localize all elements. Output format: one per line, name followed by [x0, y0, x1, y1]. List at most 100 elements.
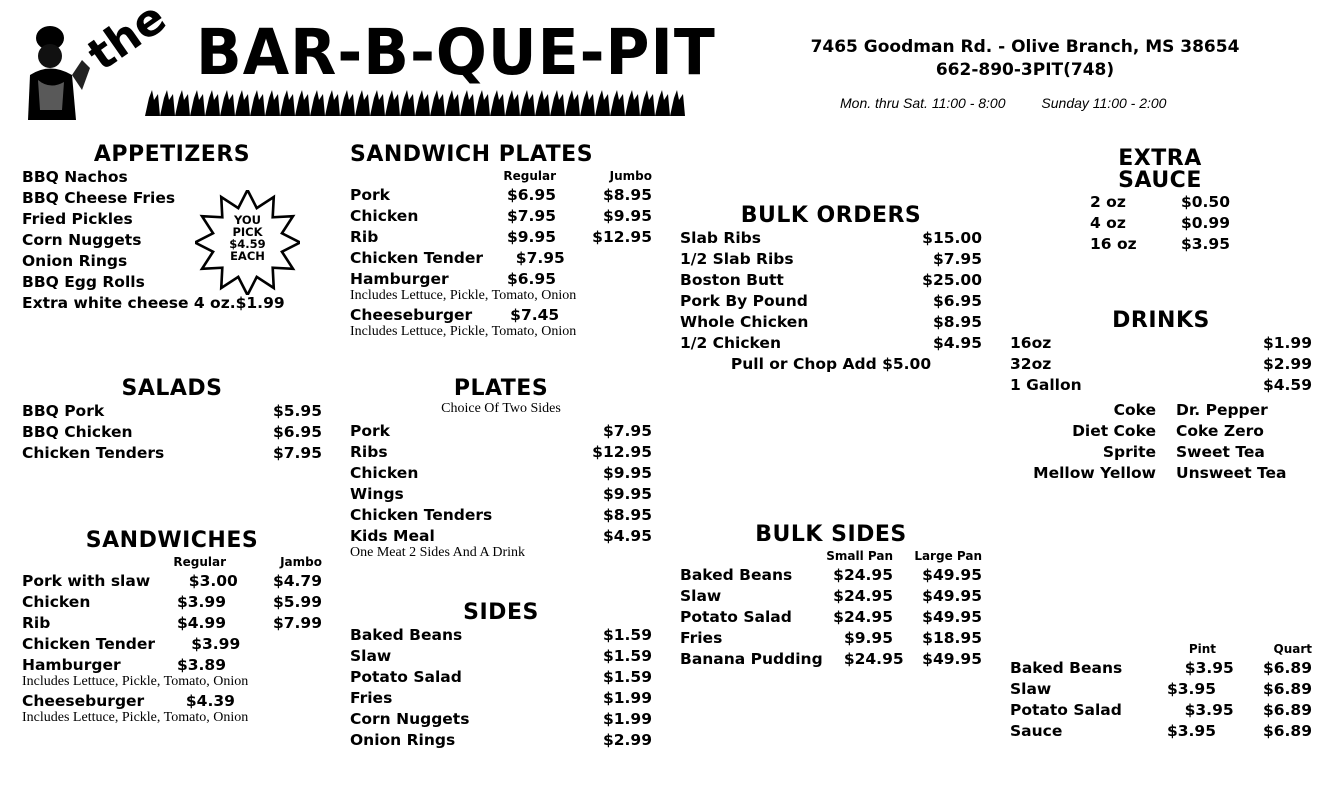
item-name: Potato Salad	[350, 668, 462, 686]
menu-item: Onion Rings $2.99	[350, 730, 652, 751]
item-price	[565, 248, 652, 269]
flavor-name: Mellow Yellow	[1033, 464, 1156, 482]
item-name: Rib	[350, 228, 379, 246]
item-price: $24.95	[833, 608, 893, 626]
item-price: $3.89	[176, 656, 226, 674]
item-price: $1.99	[235, 294, 285, 312]
column-headers: Pint Quart	[1010, 640, 1312, 658]
starburst-line: YOU	[233, 213, 262, 227]
section-title: EXTRA SAUCE	[1118, 146, 1202, 193]
item-price: $6.89	[1262, 722, 1312, 740]
menu-item: 16 oz $3.95	[1090, 234, 1230, 255]
item-name: BBQ Nachos	[22, 168, 128, 186]
starburst-text: YOU PICK $4.59 EACH	[195, 214, 300, 262]
item-price: $6.95	[506, 186, 556, 204]
item-name: Slaw	[1010, 680, 1052, 698]
starburst-line: PICK	[232, 225, 263, 239]
starburst-line: $4.59	[229, 237, 266, 251]
item-price: $6.95	[506, 270, 556, 288]
item-name: Ribs	[350, 443, 388, 461]
item-name: Slaw	[680, 587, 722, 605]
column-headers: Regular Jumbo	[350, 167, 652, 185]
flavor-name: Coke	[1113, 401, 1156, 419]
menu-item: Banana Pudding $24.95 $49.95	[680, 649, 982, 670]
item-name: BBQ Pork	[22, 402, 105, 420]
item-name: Boston Butt	[680, 271, 784, 289]
item-name: Rib	[22, 614, 51, 632]
menu-item: Fries $9.95 $18.95	[680, 628, 982, 649]
item-name: Onion Rings	[350, 731, 456, 749]
item-name: Chicken Tenders	[350, 506, 493, 524]
starburst-badge	[195, 190, 300, 295]
menu-item: Extra white cheese 4 oz. $1.99	[22, 293, 285, 314]
menu-item: Cheeseburger $7.45	[350, 305, 652, 326]
item-name: 4 oz	[1090, 214, 1126, 232]
item-name: Banana Pudding	[680, 650, 823, 668]
column-headers: Small Pan Large Pan	[680, 547, 982, 565]
menu-item: Pork with slaw $3.00 $4.79	[22, 571, 322, 592]
menu-item: Whole Chicken $8.95	[680, 312, 982, 333]
address-block: 7465 Goodman Rd. - Olive Branch, MS 3865…	[790, 36, 1260, 82]
menu-item: Corn Nuggets $1.99	[350, 709, 652, 730]
item-name: Pork By Pound	[680, 292, 808, 310]
item-price: $5.99	[272, 593, 322, 611]
menu-item: Ribs $12.95	[350, 442, 652, 463]
item-name: 1/2 Chicken	[680, 334, 781, 352]
item-price: $4.99	[176, 614, 226, 632]
menu-item: 4 oz $0.99	[1090, 213, 1230, 234]
item-name: Fried Pickles	[22, 210, 133, 228]
menu-item: BBQ Chicken $6.95	[22, 422, 322, 443]
item-price: $4.59	[1262, 376, 1312, 394]
section-title: APPETIZERS	[93, 142, 251, 167]
item-price: $24.95	[843, 650, 904, 668]
section-subtitle: Choice Of Two Sides	[441, 401, 561, 416]
item-name: Slab Ribs	[680, 229, 761, 247]
menu-item: 2 oz $0.50	[1090, 192, 1230, 213]
menu-item: Rib $9.95 $12.95	[350, 227, 652, 248]
item-price: $3.99	[176, 593, 226, 611]
item-price: $7.95	[602, 422, 652, 440]
menu-item: Baked Beans $3.95 $6.89	[1010, 658, 1312, 679]
item-price: $24.95	[833, 587, 893, 605]
item-price: $7.45	[510, 306, 560, 324]
item-price: $4.95	[602, 527, 652, 545]
item-name: Hamburger	[350, 270, 449, 288]
item-name: Pork	[350, 186, 390, 204]
salads-section: SALADS BBQ Pork $5.95 BBQ Chicken $6.95 Chick…	[22, 376, 322, 464]
menu-item: Pork $7.95	[350, 421, 652, 442]
column-header: Small Pan	[826, 549, 893, 563]
item-name: BBQ Cheese Fries	[22, 189, 176, 207]
item-name: Hamburger	[22, 656, 121, 674]
item-price: $9.95	[602, 207, 652, 225]
item-name: Baked Beans	[1010, 659, 1123, 677]
section-title: DRINKS	[1112, 308, 1210, 333]
item-price: $3.95	[1166, 680, 1216, 698]
item-price: $1.59	[602, 668, 652, 686]
plates-section: PLATES Choice Of Two Sides Pork $7.95 Ribs $1…	[350, 376, 652, 562]
menu-item: 1/2 Slab Ribs $7.95	[680, 249, 982, 270]
item-price: $7.99	[272, 614, 322, 632]
bulk-sides-section: BULK SIDES Small Pan Large Pan Baked Beans $…	[680, 522, 982, 670]
item-name: 16 oz	[1090, 235, 1137, 253]
item-price: $3.95	[1180, 235, 1230, 253]
item-name: Chicken	[350, 464, 419, 482]
spacer	[1010, 640, 1079, 658]
item-name: 1 Gallon	[1010, 376, 1082, 394]
flame-shape	[145, 90, 685, 116]
item-note: Includes Lettuce, Pickle, Tomato, Onion	[22, 674, 249, 689]
item-name: Kids Meal	[350, 527, 435, 545]
starburst-line: EACH	[230, 249, 265, 263]
flavor-row: Diet Coke Coke Zero	[1010, 421, 1310, 442]
item-price: $15.00	[922, 229, 982, 247]
item-name: Cheeseburger	[350, 306, 473, 324]
item-price: $1.99	[602, 689, 652, 707]
item-name: Whole Chicken	[680, 313, 809, 331]
flavor-row: Coke Dr. Pepper	[1010, 400, 1310, 421]
item-price: $12.95	[592, 443, 652, 461]
menu-item: Kids Meal $4.95	[350, 526, 652, 547]
item-name: Chicken Tenders	[22, 444, 165, 462]
spacer	[680, 547, 801, 565]
section-title: BULK SIDES	[755, 522, 907, 547]
address: 7465 Goodman Rd. - Olive Branch, MS 3865…	[810, 37, 1240, 57]
menu-item: Slaw $1.59	[350, 646, 652, 667]
